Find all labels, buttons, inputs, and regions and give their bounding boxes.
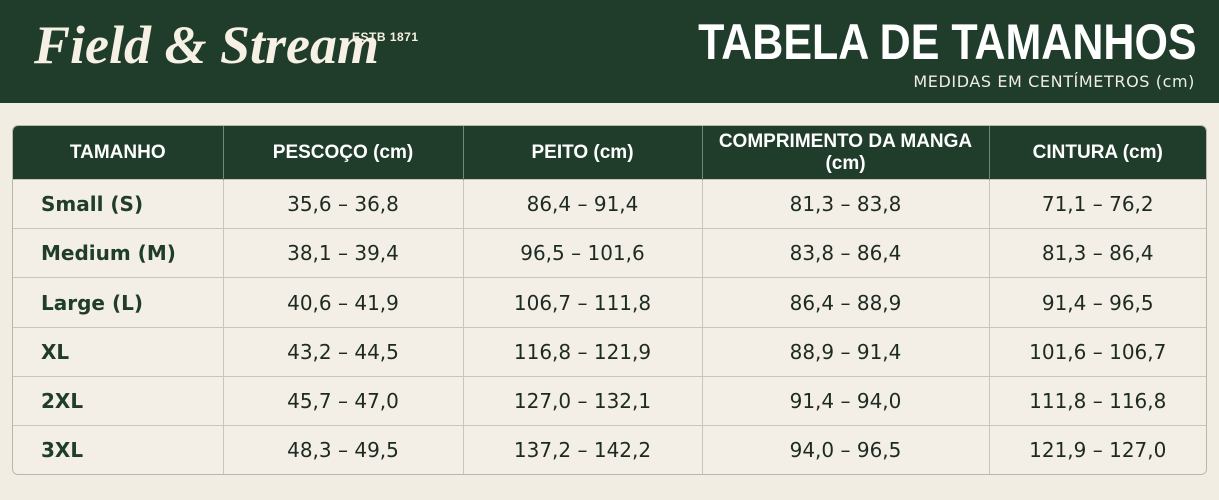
measurement: 96,5 – 101,6 [463,228,703,278]
header-row: TAMANHO PESCOÇO (cm) PEITO (cm) COMPRIMENTO… [13,126,1206,180]
established: ESTB 1871 [352,30,419,44]
size-table-frame: TAMANHO PESCOÇO (cm) PEITO (cm) COMPRIMENTO… [12,125,1207,475]
measurement: 111,8 – 116,8 [989,375,1206,426]
measurement: 88,9 – 91,4 [702,326,990,377]
measurement: 86,4 – 91,4 [463,178,703,229]
table-row: Small (S) 35,6 – 36,8 86,4 – 91,4 81,3 – 83… [13,178,1206,229]
measurement: 91,4 – 96,5 [989,277,1206,328]
table-row: XL 43,2 – 44,5 116,8 – 121,9 88,9 – 91,4 101… [13,326,1206,377]
size-label: Medium (M) [13,228,224,278]
size-label: XL [13,326,224,377]
measurement: 38,1 – 39,4 [223,228,464,278]
column-header: CINTURA (cm) [989,126,1206,180]
measurement: 48,3 – 49,5 [223,425,464,474]
column-header: PEITO (cm) [463,126,703,180]
size-table: TAMANHO PESCOÇO (cm) PEITO (cm) COMPRIMENTO… [13,126,1206,474]
size-label: 2XL [13,375,224,426]
header-band: Field & Stream ESTB 1871 TABELA DE TAMAN… [0,0,1219,103]
measurement: 101,6 – 106,7 [989,326,1206,377]
measurement: 35,6 – 36,8 [223,178,464,229]
measurement: 81,3 – 83,8 [702,178,990,229]
logo: Field & Stream [34,15,380,75]
size-label: Small (S) [13,178,224,229]
measurement: 116,8 – 121,9 [463,326,703,377]
measurement: 86,4 – 88,9 [702,277,990,328]
measurement: 137,2 – 142,2 [463,425,703,474]
table-row: Large (L) 40,6 – 41,9 106,7 – 111,8 86,4 – … [13,277,1206,328]
measurement: 45,7 – 47,0 [223,375,464,426]
table-row: Medium (M) 38,1 – 39,4 96,5 – 101,6 83,8 – … [13,228,1206,278]
table-row: 3XL 48,3 – 49,5 137,2 – 142,2 94,0 – 96,5 12… [13,425,1206,474]
measurement: 81,3 – 86,4 [989,228,1206,278]
measurement: 91,4 – 94,0 [702,375,990,426]
subtitle: MEDIDAS EM CENTÍMETROS (cm) [913,72,1195,91]
measurement: 83,8 – 86,4 [702,228,990,278]
measurement: 106,7 – 111,8 [463,277,703,328]
column-header: TAMANHO [13,126,224,180]
column-header: COMPRIMENTO DA MANGA (cm) [702,126,990,180]
table-body: Small (S) 35,6 – 36,8 86,4 – 91,4 81,3 – 83… [13,178,1206,474]
measurement: 127,0 – 132,1 [463,375,703,426]
table-row: 2XL 45,7 – 47,0 127,0 – 132,1 91,4 – 94,0 11… [13,375,1206,426]
measurement: 121,9 – 127,0 [989,425,1206,474]
measurement: 43,2 – 44,5 [223,326,464,377]
size-label: 3XL [13,425,224,474]
measurement: 40,6 – 41,9 [223,277,464,328]
measurement: 71,1 – 76,2 [989,178,1206,229]
column-header: PESCOÇO (cm) [223,126,464,180]
measurement: 94,0 – 96,5 [702,425,990,474]
size-label: Large (L) [13,277,224,328]
title: TABELA DE TAMANHOS [698,14,1197,70]
